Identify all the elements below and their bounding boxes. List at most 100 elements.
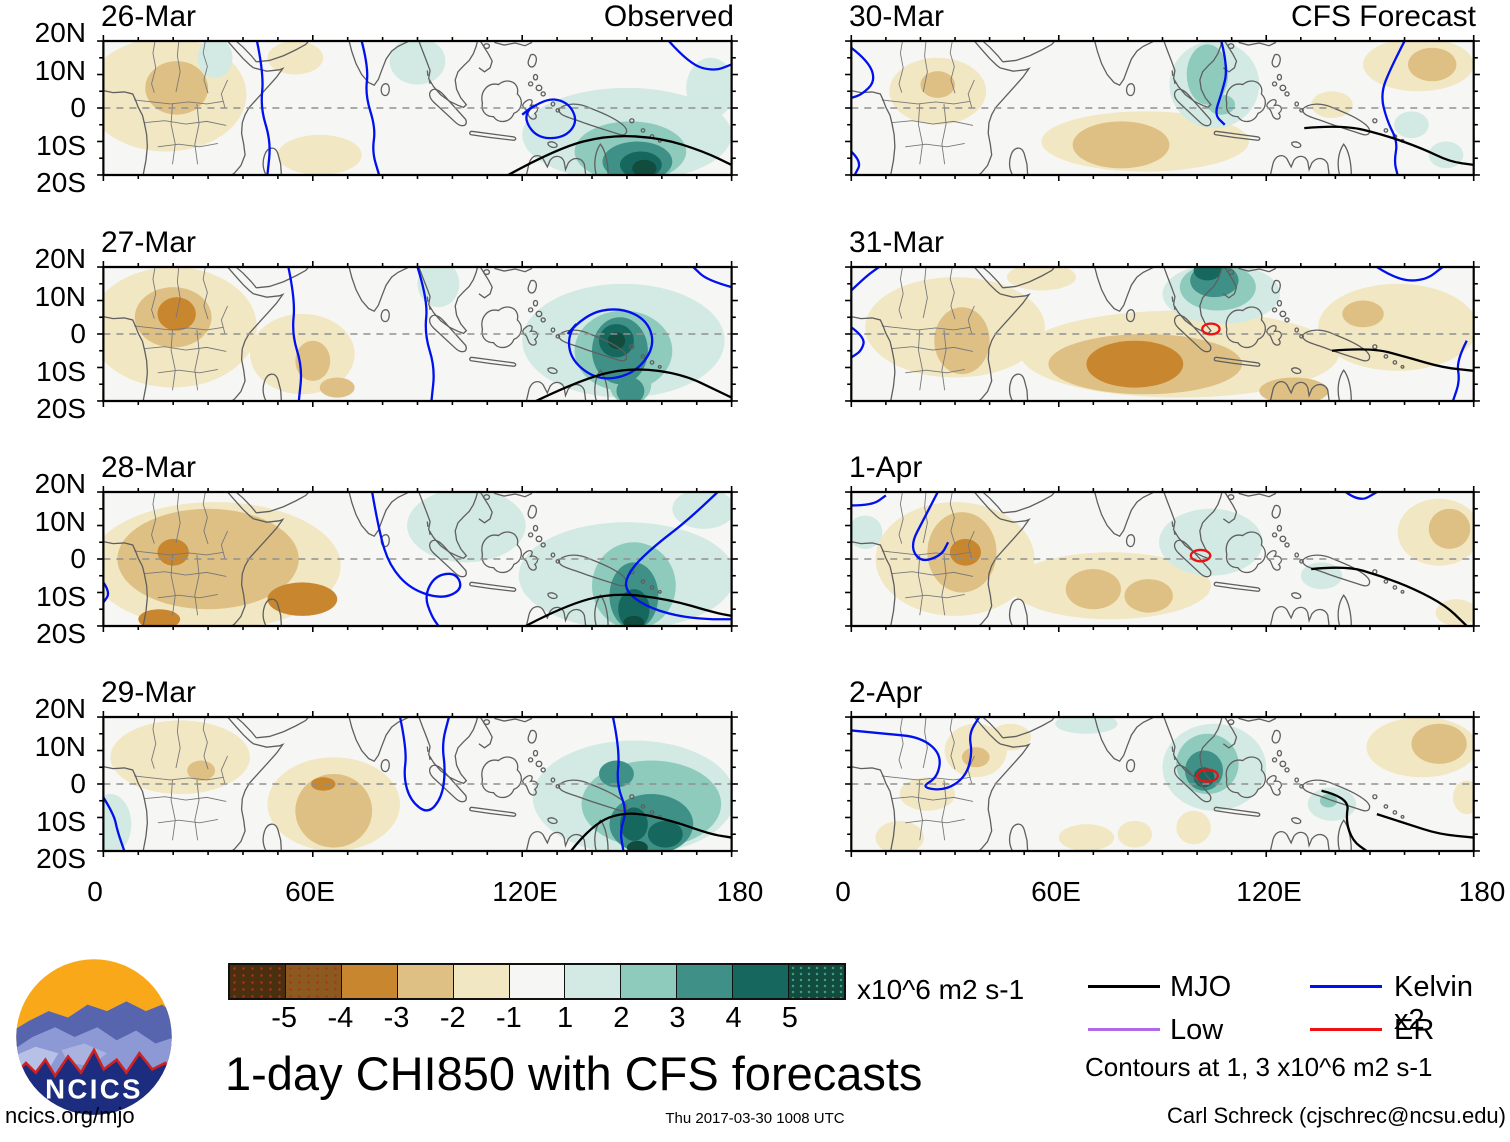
coastline — [974, 267, 1000, 294]
coastline — [536, 761, 542, 766]
coastline — [429, 756, 430, 760]
kelvin-contour — [851, 495, 886, 505]
panel-date-label: 31-Mar — [849, 226, 945, 259]
coastline — [559, 780, 627, 811]
x-axis-label: 180 — [1458, 876, 1506, 907]
coastline — [1214, 582, 1260, 591]
coastline — [528, 280, 536, 292]
coastline — [1285, 543, 1289, 547]
coastline — [1214, 357, 1260, 366]
y-axis-label: 20S — [36, 167, 86, 198]
y-axis-label: 10S — [36, 805, 86, 837]
coastline — [1373, 345, 1377, 349]
neg-anomaly-shading — [1408, 47, 1457, 82]
coastline — [979, 294, 1029, 401]
coastline — [1011, 148, 1028, 175]
panel-date-label: 2-Apr — [849, 676, 923, 709]
coastline — [1127, 760, 1135, 772]
legend-swatch-kelvin-x2 — [1310, 985, 1382, 988]
coastline — [1280, 85, 1286, 90]
coastline — [650, 586, 653, 589]
timestamp: Thu 2017-03-30 1008 UTC — [665, 1110, 845, 1127]
y-axis-label: 0 — [70, 543, 86, 574]
coastline — [1338, 595, 1351, 626]
coastline — [551, 328, 554, 332]
coastline — [1228, 44, 1234, 49]
coastline — [1277, 75, 1281, 80]
x-axis-label: 180 — [716, 876, 764, 907]
pos-anomaly-shading — [1193, 267, 1222, 281]
neg-anomaly-shading — [1006, 267, 1077, 291]
colorbar-tick-label: -3 — [383, 1002, 410, 1034]
coastline — [1272, 82, 1276, 86]
kelvin-contour — [103, 582, 108, 602]
map-canvas — [95, 484, 740, 634]
neg-anomaly-shading — [157, 538, 189, 566]
coastline — [1338, 144, 1351, 175]
coastline — [1003, 267, 1055, 288]
kelvin-contour — [288, 267, 301, 401]
y-axis-label: 0 — [70, 768, 86, 799]
colorbar-segment — [340, 965, 397, 998]
coastline — [630, 795, 634, 799]
coastline — [551, 553, 554, 557]
coastline — [658, 365, 661, 368]
kelvin-contour — [1377, 267, 1443, 280]
coastline — [595, 595, 608, 626]
coastline — [1295, 102, 1298, 106]
coastline — [1280, 536, 1286, 541]
neg-anomaly-shading — [1124, 579, 1173, 613]
neg-anomaly-shading — [1072, 121, 1170, 169]
axis-ticks — [97, 711, 738, 857]
coastline — [1214, 807, 1260, 816]
legend-note: Contours at 1, 3 x10^6 m2 s-1 — [1085, 1052, 1433, 1082]
coastline — [529, 82, 533, 86]
colorbar — [228, 963, 846, 1000]
mjo-contour — [1377, 814, 1474, 837]
coastline — [983, 267, 1003, 288]
neg-anomaly-shading — [267, 582, 338, 616]
y-axis-label: 0 — [70, 92, 86, 123]
neg-anomaly-shading — [1452, 780, 1474, 815]
coastline — [1285, 768, 1289, 772]
colorbar-tick-label: -5 — [271, 1002, 298, 1034]
pos-anomaly-shading — [647, 820, 683, 848]
legend-label: Kelvin x2 — [1394, 971, 1473, 1036]
coastline — [1010, 381, 1013, 401]
coastline — [650, 811, 653, 814]
kelvin-contour — [913, 492, 948, 560]
coastline — [1300, 785, 1303, 788]
panel-date-label: 27-Mar — [101, 226, 197, 259]
pos-anomaly-shading — [607, 332, 626, 350]
neg-anomaly-shading — [1342, 300, 1384, 328]
legend-label: MJO — [1170, 971, 1232, 1003]
coastline — [1393, 361, 1396, 364]
coastline — [533, 526, 537, 531]
pos-anomaly-shading — [389, 41, 446, 85]
pos-anomaly-shading — [103, 794, 132, 851]
neg-anomaly-shading — [961, 747, 990, 768]
kelvin-contour — [669, 41, 732, 69]
logo-ridge-front — [16, 1049, 172, 1115]
axis-ticks — [845, 711, 1480, 857]
er-contour — [1202, 324, 1219, 335]
coastline — [851, 317, 895, 401]
coastline — [1272, 730, 1280, 742]
coastline — [1295, 553, 1298, 557]
neg-anomaly-shading — [1318, 283, 1474, 371]
colorbar-segment — [676, 965, 733, 998]
mjo-contour — [1304, 127, 1473, 165]
neg-anomaly-shading — [311, 777, 336, 791]
neg-anomaly-shading — [1065, 569, 1122, 610]
pos-anomaly-shading — [1055, 717, 1118, 734]
coastline — [427, 747, 428, 752]
pos-anomaly-shading — [1300, 562, 1343, 590]
coastline — [974, 41, 1000, 68]
coastline — [1302, 555, 1369, 586]
kelvin-contour — [400, 717, 449, 810]
coastline — [1174, 306, 1175, 310]
coastline — [1272, 308, 1276, 312]
logo-red-crest — [16, 1047, 172, 1079]
pos-anomaly-shading — [686, 57, 732, 119]
coastline — [1239, 718, 1276, 721]
